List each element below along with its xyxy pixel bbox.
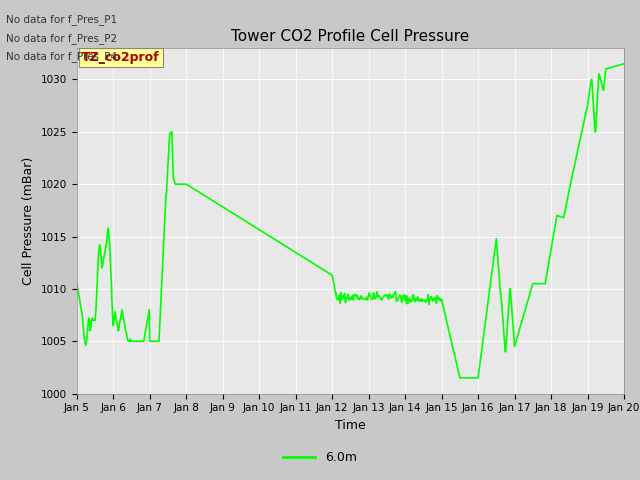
Text: TZ_co2prof: TZ_co2prof — [83, 51, 160, 64]
X-axis label: Time: Time — [335, 419, 366, 432]
Text: No data for f_Pres_P2: No data for f_Pres_P2 — [6, 33, 118, 44]
Text: No data for f_Pres_P1: No data for f_Pres_P1 — [6, 14, 118, 25]
Legend: 6.0m: 6.0m — [278, 446, 362, 469]
Text: No data for f_Pres_P4: No data for f_Pres_P4 — [6, 51, 118, 62]
Title: Tower CO2 Profile Cell Pressure: Tower CO2 Profile Cell Pressure — [231, 29, 470, 44]
Y-axis label: Cell Pressure (mBar): Cell Pressure (mBar) — [22, 156, 35, 285]
